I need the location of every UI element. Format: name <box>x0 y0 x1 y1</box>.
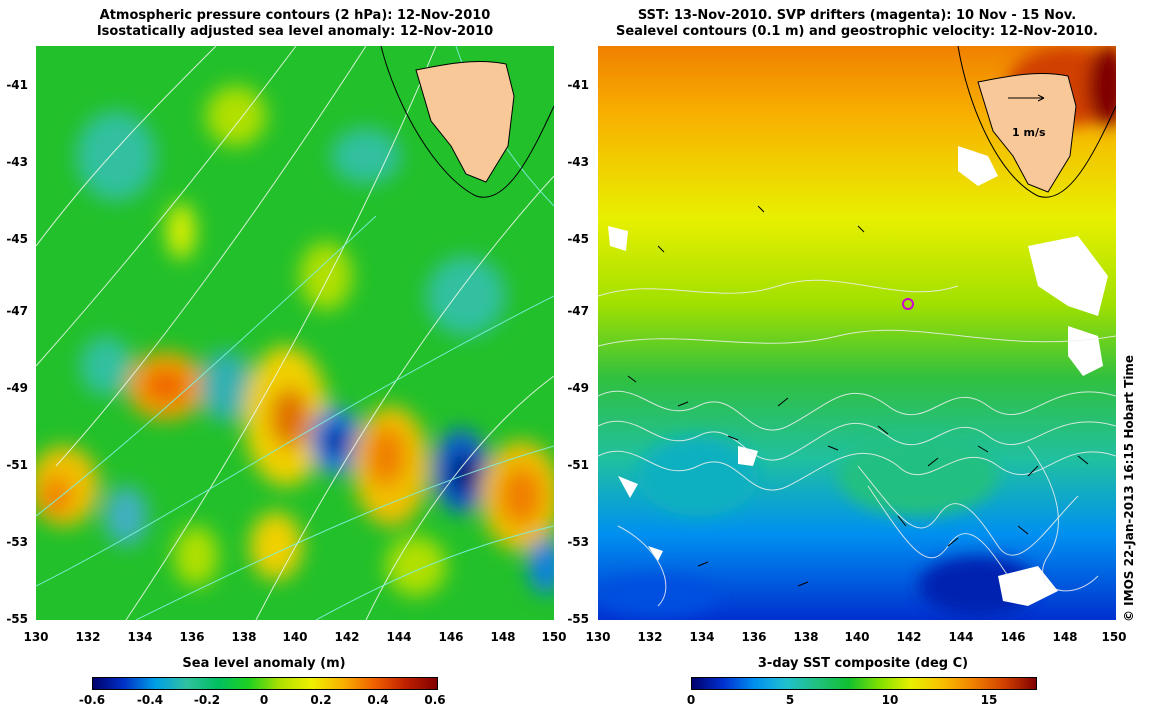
left-colorbar-tick: -0.2 <box>193 693 221 707</box>
lat-tick: -47 <box>567 304 589 318</box>
lon-tick: 136 <box>179 630 205 644</box>
lat-tick: -49 <box>6 381 28 395</box>
lon-tick: 130 <box>23 630 49 644</box>
left-colorbar-tick: 0 <box>259 693 269 707</box>
left-colorbar-title: Sea level anomaly (m) <box>182 656 346 671</box>
lat-tick: -49 <box>567 381 589 395</box>
lat-tick: -53 <box>6 535 28 549</box>
lon-tick: 140 <box>282 630 308 644</box>
right-colorbar-tick: 15 <box>980 693 998 707</box>
left-title-line2: Isostatically adjusted sea level anomaly… <box>96 24 494 39</box>
lon-tick: 146 <box>438 630 464 644</box>
lat-tick: -55 <box>567 612 589 626</box>
left-colorbar <box>92 677 438 690</box>
drifter-marker <box>902 298 914 310</box>
lon-tick: 144 <box>386 630 412 644</box>
lon-tick: 144 <box>948 630 974 644</box>
lat-tick: -45 <box>567 232 589 246</box>
lon-tick: 142 <box>896 630 922 644</box>
left-map-ssh <box>36 46 554 620</box>
lon-tick: 138 <box>231 630 257 644</box>
ssh-anomaly-map <box>36 46 554 620</box>
right-colorbar-tick: 10 <box>881 693 899 707</box>
lat-tick: -43 <box>567 155 589 169</box>
lon-tick: 134 <box>127 630 153 644</box>
lon-tick: 150 <box>1101 630 1127 644</box>
lat-tick: -53 <box>567 535 589 549</box>
tasmania-left <box>415 61 515 183</box>
right-title-line1: SST: 13-Nov-2010. SVP drifters (magenta)… <box>637 8 1077 23</box>
lon-tick: 150 <box>541 630 567 644</box>
lon-tick: 132 <box>75 630 101 644</box>
right-colorbar <box>691 677 1037 690</box>
lon-tick: 134 <box>689 630 715 644</box>
right-title-line2: Sealevel contours (0.1 m) and geostrophi… <box>616 24 1098 39</box>
left-title-line1: Atmospheric pressure contours (2 hPa): 1… <box>99 8 491 23</box>
imos-credit: © IMOS 22-Jan-2013 16:15 Hobart Time <box>1122 354 1136 622</box>
lat-tick: -47 <box>6 304 28 318</box>
right-colorbar-tick: 0 <box>686 693 696 707</box>
right-map-sst <box>598 46 1116 620</box>
lat-tick: -51 <box>567 458 589 472</box>
lon-tick: 148 <box>1052 630 1078 644</box>
lat-tick: -45 <box>6 232 28 246</box>
lon-tick: 142 <box>334 630 360 644</box>
tasmania-right <box>977 73 1077 193</box>
sst-map <box>598 46 1116 620</box>
left-colorbar-tick: 0.6 <box>424 693 446 707</box>
lon-tick: 138 <box>793 630 819 644</box>
left-colorbar-tick: 0.2 <box>310 693 332 707</box>
lat-tick: -41 <box>567 78 589 92</box>
right-colorbar-tick: 5 <box>785 693 795 707</box>
lat-tick: -43 <box>6 155 28 169</box>
left-colorbar-tick: -0.4 <box>136 693 164 707</box>
lon-tick: 146 <box>1000 630 1026 644</box>
lat-tick: -51 <box>6 458 28 472</box>
lon-tick: 140 <box>844 630 870 644</box>
lat-tick: -55 <box>6 612 28 626</box>
lon-tick: 148 <box>490 630 516 644</box>
lon-tick: 130 <box>585 630 611 644</box>
lon-tick: 132 <box>637 630 663 644</box>
velocity-scale-label: 1 m/s <box>1012 126 1046 139</box>
left-colorbar-tick: -0.6 <box>78 693 106 707</box>
left-colorbar-tick: 0.4 <box>367 693 389 707</box>
lon-tick: 136 <box>741 630 767 644</box>
lat-tick: -41 <box>6 78 28 92</box>
right-colorbar-title: 3-day SST composite (deg C) <box>757 656 969 671</box>
